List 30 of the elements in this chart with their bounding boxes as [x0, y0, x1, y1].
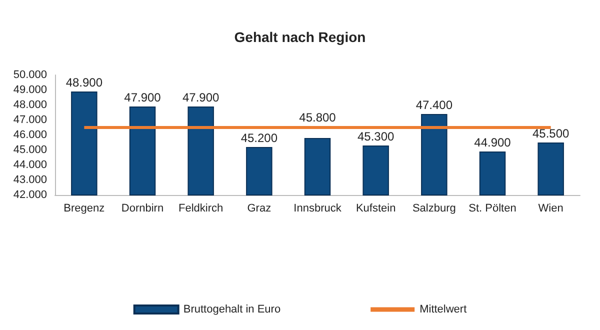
x-tick-label: Innsbruck — [294, 202, 342, 214]
y-tick-label: 42.000 — [13, 189, 47, 201]
data-label: 45.200 — [240, 131, 278, 145]
x-tick-label: Wien — [538, 202, 564, 214]
x-tick-label: St. Pölten — [468, 202, 516, 214]
y-tick-label: 44.000 — [13, 159, 47, 171]
x-tick-label: Salzburg — [412, 202, 456, 214]
y-tick-label: 45.000 — [13, 144, 47, 156]
data-label: 47.900 — [182, 90, 220, 104]
y-tick-label: 49.000 — [13, 84, 47, 96]
legend-label: Bruttogehalt in Euro — [183, 304, 281, 316]
x-tick-label: Kufstein — [356, 202, 396, 214]
data-label: 47.400 — [416, 98, 453, 112]
data-label: 45.500 — [532, 126, 570, 140]
data-label: 45.300 — [357, 130, 395, 144]
data-label: 48.900 — [66, 76, 103, 90]
data-label: 45.800 — [299, 110, 336, 124]
data-label: 44.900 — [474, 136, 512, 150]
chart-title: Gehalt nach Region — [234, 29, 366, 45]
y-tick-label: 50.000 — [13, 69, 47, 81]
x-tick-label: Feldkirch — [178, 202, 224, 214]
y-tick-label: 43.000 — [13, 174, 47, 186]
y-tick-label: 46.000 — [13, 129, 47, 141]
legend-label: Mittelwert — [420, 304, 467, 316]
y-tick-label: 48.000 — [13, 99, 47, 111]
x-tick-label: Dornbirn — [121, 202, 164, 214]
data-label: 47.900 — [124, 90, 162, 104]
x-tick-label: Graz — [247, 202, 272, 214]
y-tick-label: 47.000 — [13, 114, 47, 126]
x-tick-label: Bregenz — [64, 202, 105, 214]
